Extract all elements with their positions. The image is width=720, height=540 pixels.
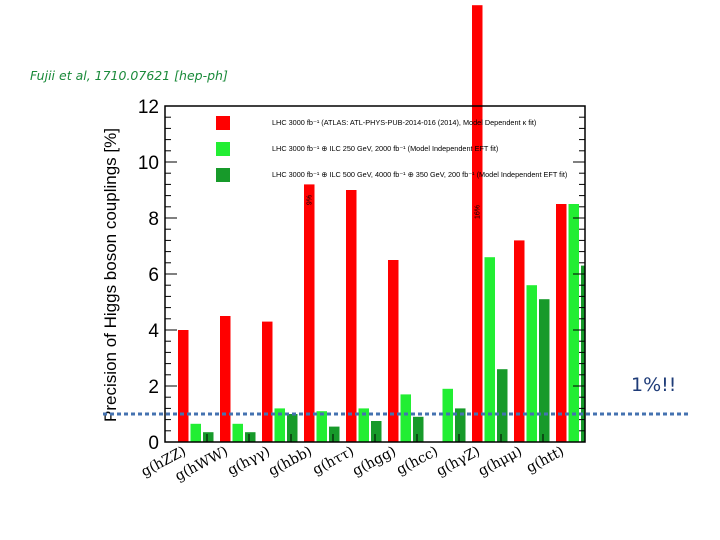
x-category-label: g(hττ)	[310, 443, 357, 478]
bar-2-9	[568, 204, 579, 442]
bar-1-7	[472, 5, 483, 442]
legend-swatch-1	[216, 116, 230, 130]
legend: LHC 3000 fb⁻¹ (ATLAS: ATL-PHYS-PUB-2014-…	[216, 116, 567, 182]
bar-2-4	[358, 408, 369, 442]
y-tick-label: 0	[148, 433, 159, 454]
x-category-label: g(hγZ)	[434, 443, 483, 479]
bar-3-8	[539, 299, 550, 442]
bar-3-9	[581, 265, 585, 442]
y-tick-label: 8	[148, 209, 159, 230]
x-category-label: g(hgg)	[350, 443, 399, 479]
x-category-label: g(htt)	[524, 443, 567, 476]
bar-2-7	[484, 257, 495, 442]
bar-1-5	[388, 260, 399, 442]
y-ticks: 0 2 4 6 8 10 12	[138, 97, 586, 454]
x-category-label: g(hbb)	[266, 443, 315, 479]
callout-one-percent: 1%!!	[628, 372, 680, 398]
y-tick-label: 6	[148, 265, 159, 286]
bar-3-7	[497, 369, 508, 442]
bar-1-0	[178, 330, 189, 442]
y-tick-label: 10	[138, 153, 159, 174]
x-category-label: g(hγγ)	[225, 443, 273, 479]
x-category-label: g(hcc)	[394, 443, 441, 478]
bar-1-8	[514, 240, 525, 442]
y-tick-label: 4	[148, 321, 159, 342]
legend-label-1: LHC 3000 fb⁻¹ (ATLAS: ATL-PHYS-PUB-2014-…	[272, 118, 536, 127]
bar-3-0	[203, 432, 214, 442]
bar-1-2	[262, 321, 273, 442]
bar-2-3	[316, 411, 327, 442]
bar-1-4	[346, 190, 357, 442]
bar-2-5	[400, 394, 411, 442]
y-axis-label: Precision of Higgs boson couplings [%]	[101, 128, 120, 422]
y-tick-label: 12	[138, 97, 159, 118]
bar-1-9	[556, 204, 567, 442]
bar-value-label: 16%	[474, 205, 481, 219]
bar-2-1	[232, 423, 243, 442]
bar-3-5	[413, 416, 424, 442]
bar-3-4	[371, 421, 382, 442]
bar-2-8	[526, 285, 537, 442]
bar-3-1	[245, 432, 256, 442]
legend-label-3: LHC 3000 fb⁻¹ ⊕ ILC 500 GeV, 4000 fb⁻¹ ⊕…	[272, 170, 567, 179]
bar-3-2	[287, 414, 298, 442]
legend-swatch-2	[216, 142, 230, 156]
bar-1-3	[304, 184, 315, 442]
bar-value-label: 9%	[306, 195, 313, 205]
y-tick-label: 2	[148, 377, 159, 398]
citation: Fujii et al, 1710.07621 [hep-ph]	[30, 68, 228, 83]
bar-3-3	[329, 426, 340, 442]
bar-1-1	[220, 316, 231, 442]
bar-3-6	[455, 408, 466, 442]
bar-2-0	[190, 423, 201, 442]
bars-layer	[178, 5, 585, 442]
legend-swatch-3	[216, 168, 230, 182]
bar-2-2	[274, 408, 285, 442]
x-category-label: g(hμμ)	[476, 443, 525, 479]
legend-label-2: LHC 3000 fb⁻¹ ⊕ ILC 250 GeV, 2000 fb⁻¹ (…	[272, 144, 498, 153]
